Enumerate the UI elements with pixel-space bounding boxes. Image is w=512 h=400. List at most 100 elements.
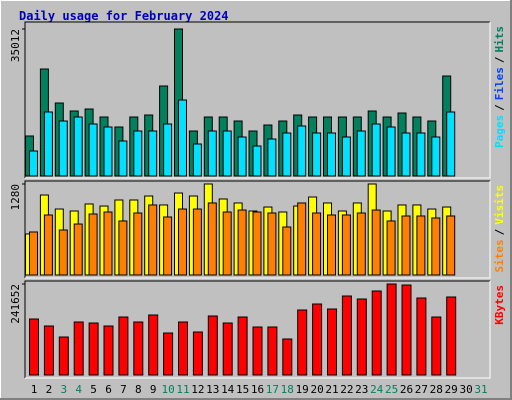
- bar: [416, 215, 426, 276]
- bar: [327, 308, 337, 376]
- x-tick-label: 25: [385, 383, 398, 396]
- bar: [29, 150, 38, 177]
- bar: [103, 126, 113, 177]
- bar: [178, 208, 187, 276]
- bar: [386, 126, 396, 177]
- bar: [148, 314, 159, 376]
- bar: [207, 130, 217, 177]
- x-tick-label: 11: [176, 383, 189, 396]
- legend-entry: Hits: [493, 26, 506, 53]
- bar: [267, 138, 277, 177]
- bar: [118, 316, 129, 376]
- x-tick-label: 28: [430, 383, 443, 396]
- bar: [73, 321, 84, 376]
- bar: [327, 214, 336, 276]
- bar: [446, 215, 456, 276]
- bar: [88, 322, 99, 376]
- bar: [222, 211, 232, 276]
- x-tick-label: 4: [75, 383, 82, 396]
- bar: [237, 136, 247, 177]
- bar: [43, 111, 53, 177]
- bar: [237, 209, 247, 276]
- bar: [58, 120, 68, 177]
- bar: [297, 309, 308, 376]
- bar: [178, 99, 187, 177]
- bar: [327, 132, 336, 177]
- y-tick-label: 35012: [9, 29, 22, 62]
- legend: KBytes: [493, 285, 506, 325]
- y-tick-label: 1280: [9, 184, 22, 211]
- y-tick-label: 241652: [9, 284, 22, 324]
- bar: [58, 336, 69, 376]
- bar: [207, 202, 217, 276]
- bar: [252, 326, 263, 376]
- bar: [88, 123, 98, 177]
- bar: [446, 111, 456, 177]
- bar: [431, 316, 442, 376]
- bar: [371, 209, 381, 276]
- x-tick-label: 27: [415, 383, 428, 396]
- bar: [148, 130, 158, 177]
- bar: [356, 130, 366, 177]
- panel-border-light: [25, 181, 491, 279]
- x-tick-label: 18: [281, 383, 294, 396]
- x-tick-label: 17: [266, 383, 279, 396]
- bar: [192, 143, 202, 177]
- bar: [312, 303, 323, 376]
- x-tick-label: 29: [445, 383, 458, 396]
- bar: [341, 214, 351, 276]
- bar: [431, 136, 441, 177]
- x-tick-label: 12: [191, 383, 204, 396]
- bar: [386, 220, 396, 276]
- x-tick-label: 2: [46, 383, 53, 396]
- bar: [118, 140, 128, 177]
- x-tick-label: 8: [135, 383, 142, 396]
- bar: [163, 216, 173, 276]
- bar: [103, 325, 114, 376]
- bar: [237, 316, 248, 376]
- x-tick-label: 5: [90, 383, 97, 396]
- bar: [401, 132, 411, 177]
- bar: [282, 132, 292, 177]
- x-tick-label: 6: [105, 383, 112, 396]
- bar: [371, 123, 381, 177]
- x-tick-label: 23: [355, 383, 368, 396]
- bar: [416, 297, 427, 376]
- bar: [163, 123, 173, 177]
- x-tick-label: 13: [206, 383, 219, 396]
- bar: [192, 331, 203, 376]
- bar: [29, 231, 38, 276]
- legend-separator: /: [493, 56, 506, 63]
- bar: [133, 212, 143, 276]
- chart-title: Daily usage for February 2024: [19, 9, 229, 23]
- x-tick-label: 30: [459, 383, 472, 396]
- legend-entry: Sites: [493, 239, 506, 272]
- bar: [163, 332, 174, 376]
- bar: [356, 298, 367, 376]
- legend-separator: /: [493, 104, 506, 111]
- bar: [401, 284, 412, 376]
- panel-border-dark: [24, 280, 490, 378]
- bar: [252, 211, 262, 276]
- bar: [401, 215, 411, 276]
- bar: [282, 338, 293, 376]
- x-tick-label: 14: [221, 383, 235, 396]
- bar: [88, 213, 98, 276]
- bar: [297, 202, 307, 276]
- legend-entry: Visits: [493, 185, 506, 225]
- bar: [386, 283, 397, 376]
- x-tick-label: 7: [120, 383, 127, 396]
- legend-entry: Files: [493, 67, 506, 100]
- x-tick-label: 21: [325, 383, 338, 396]
- bar: [118, 220, 128, 276]
- legend-separator: /: [493, 228, 506, 235]
- panel-border-dark: [24, 21, 490, 178]
- bar: [222, 322, 233, 376]
- bar: [192, 208, 202, 276]
- bar: [297, 125, 307, 177]
- legend-entry: Pages: [493, 115, 506, 148]
- x-tick-label: 16: [251, 383, 264, 396]
- bar: [341, 136, 351, 177]
